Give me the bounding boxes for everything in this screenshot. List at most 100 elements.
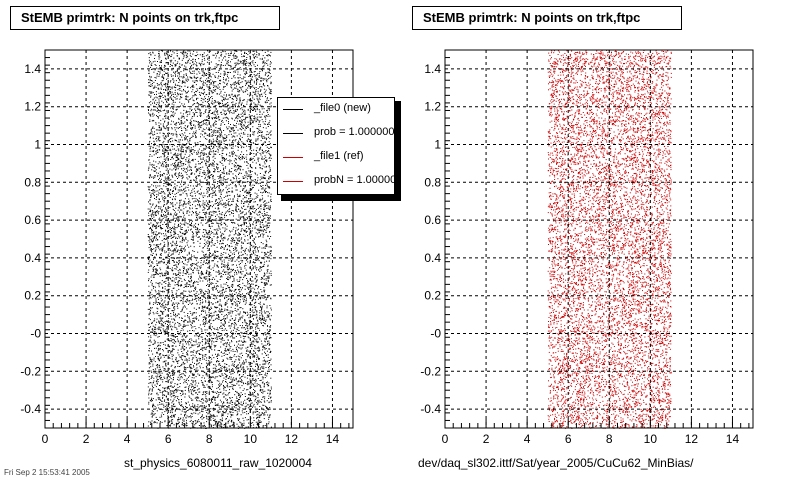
data-point bbox=[219, 424, 221, 426]
data-point bbox=[184, 221, 186, 223]
data-point bbox=[239, 344, 241, 346]
data-point bbox=[188, 395, 190, 397]
data-point bbox=[215, 100, 216, 102]
data-point bbox=[249, 121, 251, 123]
data-point bbox=[154, 271, 156, 273]
data-point bbox=[186, 119, 188, 120]
data-point bbox=[212, 244, 214, 246]
data-point bbox=[268, 389, 270, 391]
data-point bbox=[235, 64, 237, 66]
data-point bbox=[174, 284, 176, 286]
data-point bbox=[187, 178, 189, 180]
data-point bbox=[166, 330, 168, 332]
data-point bbox=[265, 348, 267, 349]
data-point bbox=[251, 402, 253, 404]
data-point bbox=[190, 364, 192, 366]
data-point bbox=[230, 299, 232, 301]
data-point bbox=[206, 233, 208, 235]
data-point bbox=[242, 189, 243, 191]
data-point bbox=[230, 373, 232, 375]
data-point bbox=[200, 188, 201, 190]
data-point bbox=[176, 50, 178, 52]
data-point bbox=[177, 72, 179, 74]
data-point bbox=[201, 121, 203, 122]
data-point bbox=[189, 113, 191, 115]
data-point bbox=[181, 81, 183, 83]
data-point bbox=[258, 349, 260, 351]
data-point bbox=[250, 286, 252, 288]
data-point bbox=[249, 246, 251, 248]
data-point bbox=[221, 276, 223, 278]
data-point bbox=[247, 109, 249, 111]
data-point bbox=[163, 355, 165, 356]
data-point bbox=[257, 355, 259, 357]
data-point bbox=[216, 163, 218, 165]
data-point bbox=[181, 241, 183, 243]
data-point bbox=[228, 298, 230, 300]
data-point bbox=[156, 150, 158, 152]
data-point bbox=[188, 318, 190, 320]
data-point bbox=[202, 145, 204, 146]
data-point bbox=[215, 218, 217, 220]
data-point bbox=[255, 224, 257, 226]
data-point bbox=[173, 403, 175, 405]
data-point bbox=[207, 120, 209, 121]
data-point bbox=[217, 306, 219, 308]
data-point bbox=[244, 209, 246, 210]
data-point bbox=[168, 403, 170, 405]
data-point bbox=[219, 392, 221, 393]
data-point bbox=[211, 188, 213, 190]
data-point bbox=[154, 225, 156, 227]
data-point bbox=[165, 136, 167, 138]
data-point bbox=[203, 322, 204, 324]
data-point bbox=[206, 73, 207, 74]
data-point bbox=[253, 134, 255, 136]
data-point bbox=[232, 150, 234, 152]
data-point bbox=[237, 327, 239, 329]
data-point bbox=[212, 112, 214, 113]
data-point bbox=[204, 278, 206, 280]
data-point bbox=[172, 334, 174, 336]
data-point bbox=[238, 166, 240, 167]
data-point bbox=[257, 411, 258, 412]
data-point bbox=[180, 175, 182, 177]
data-point bbox=[199, 342, 201, 344]
data-point bbox=[166, 251, 167, 253]
data-point bbox=[246, 158, 248, 160]
data-point bbox=[204, 346, 206, 348]
data-point bbox=[257, 250, 259, 252]
data-point bbox=[153, 120, 155, 122]
data-point bbox=[217, 292, 219, 293]
data-point bbox=[183, 270, 184, 271]
data-point bbox=[222, 295, 224, 297]
data-point bbox=[227, 118, 229, 120]
data-point bbox=[264, 289, 266, 291]
data-point bbox=[184, 168, 186, 170]
data-point bbox=[169, 214, 171, 216]
data-point bbox=[193, 340, 195, 342]
data-point bbox=[150, 104, 152, 106]
data-point bbox=[243, 222, 245, 224]
data-point bbox=[219, 300, 221, 302]
data-point bbox=[204, 239, 206, 241]
data-point bbox=[229, 171, 231, 173]
data-point bbox=[213, 327, 215, 329]
data-point bbox=[188, 189, 190, 191]
data-point bbox=[175, 293, 177, 295]
data-point bbox=[162, 397, 164, 399]
data-point bbox=[211, 238, 213, 240]
data-point bbox=[210, 381, 212, 383]
data-point bbox=[264, 312, 266, 314]
data-point bbox=[210, 83, 212, 85]
data-point bbox=[172, 65, 173, 67]
data-point bbox=[214, 263, 216, 265]
data-point bbox=[224, 328, 226, 330]
data-point bbox=[158, 336, 160, 337]
data-point bbox=[219, 129, 221, 131]
data-point bbox=[220, 370, 222, 371]
data-point bbox=[158, 282, 160, 284]
data-point bbox=[193, 190, 195, 192]
data-point bbox=[161, 311, 163, 313]
data-point bbox=[231, 187, 233, 189]
data-point bbox=[260, 305, 262, 307]
